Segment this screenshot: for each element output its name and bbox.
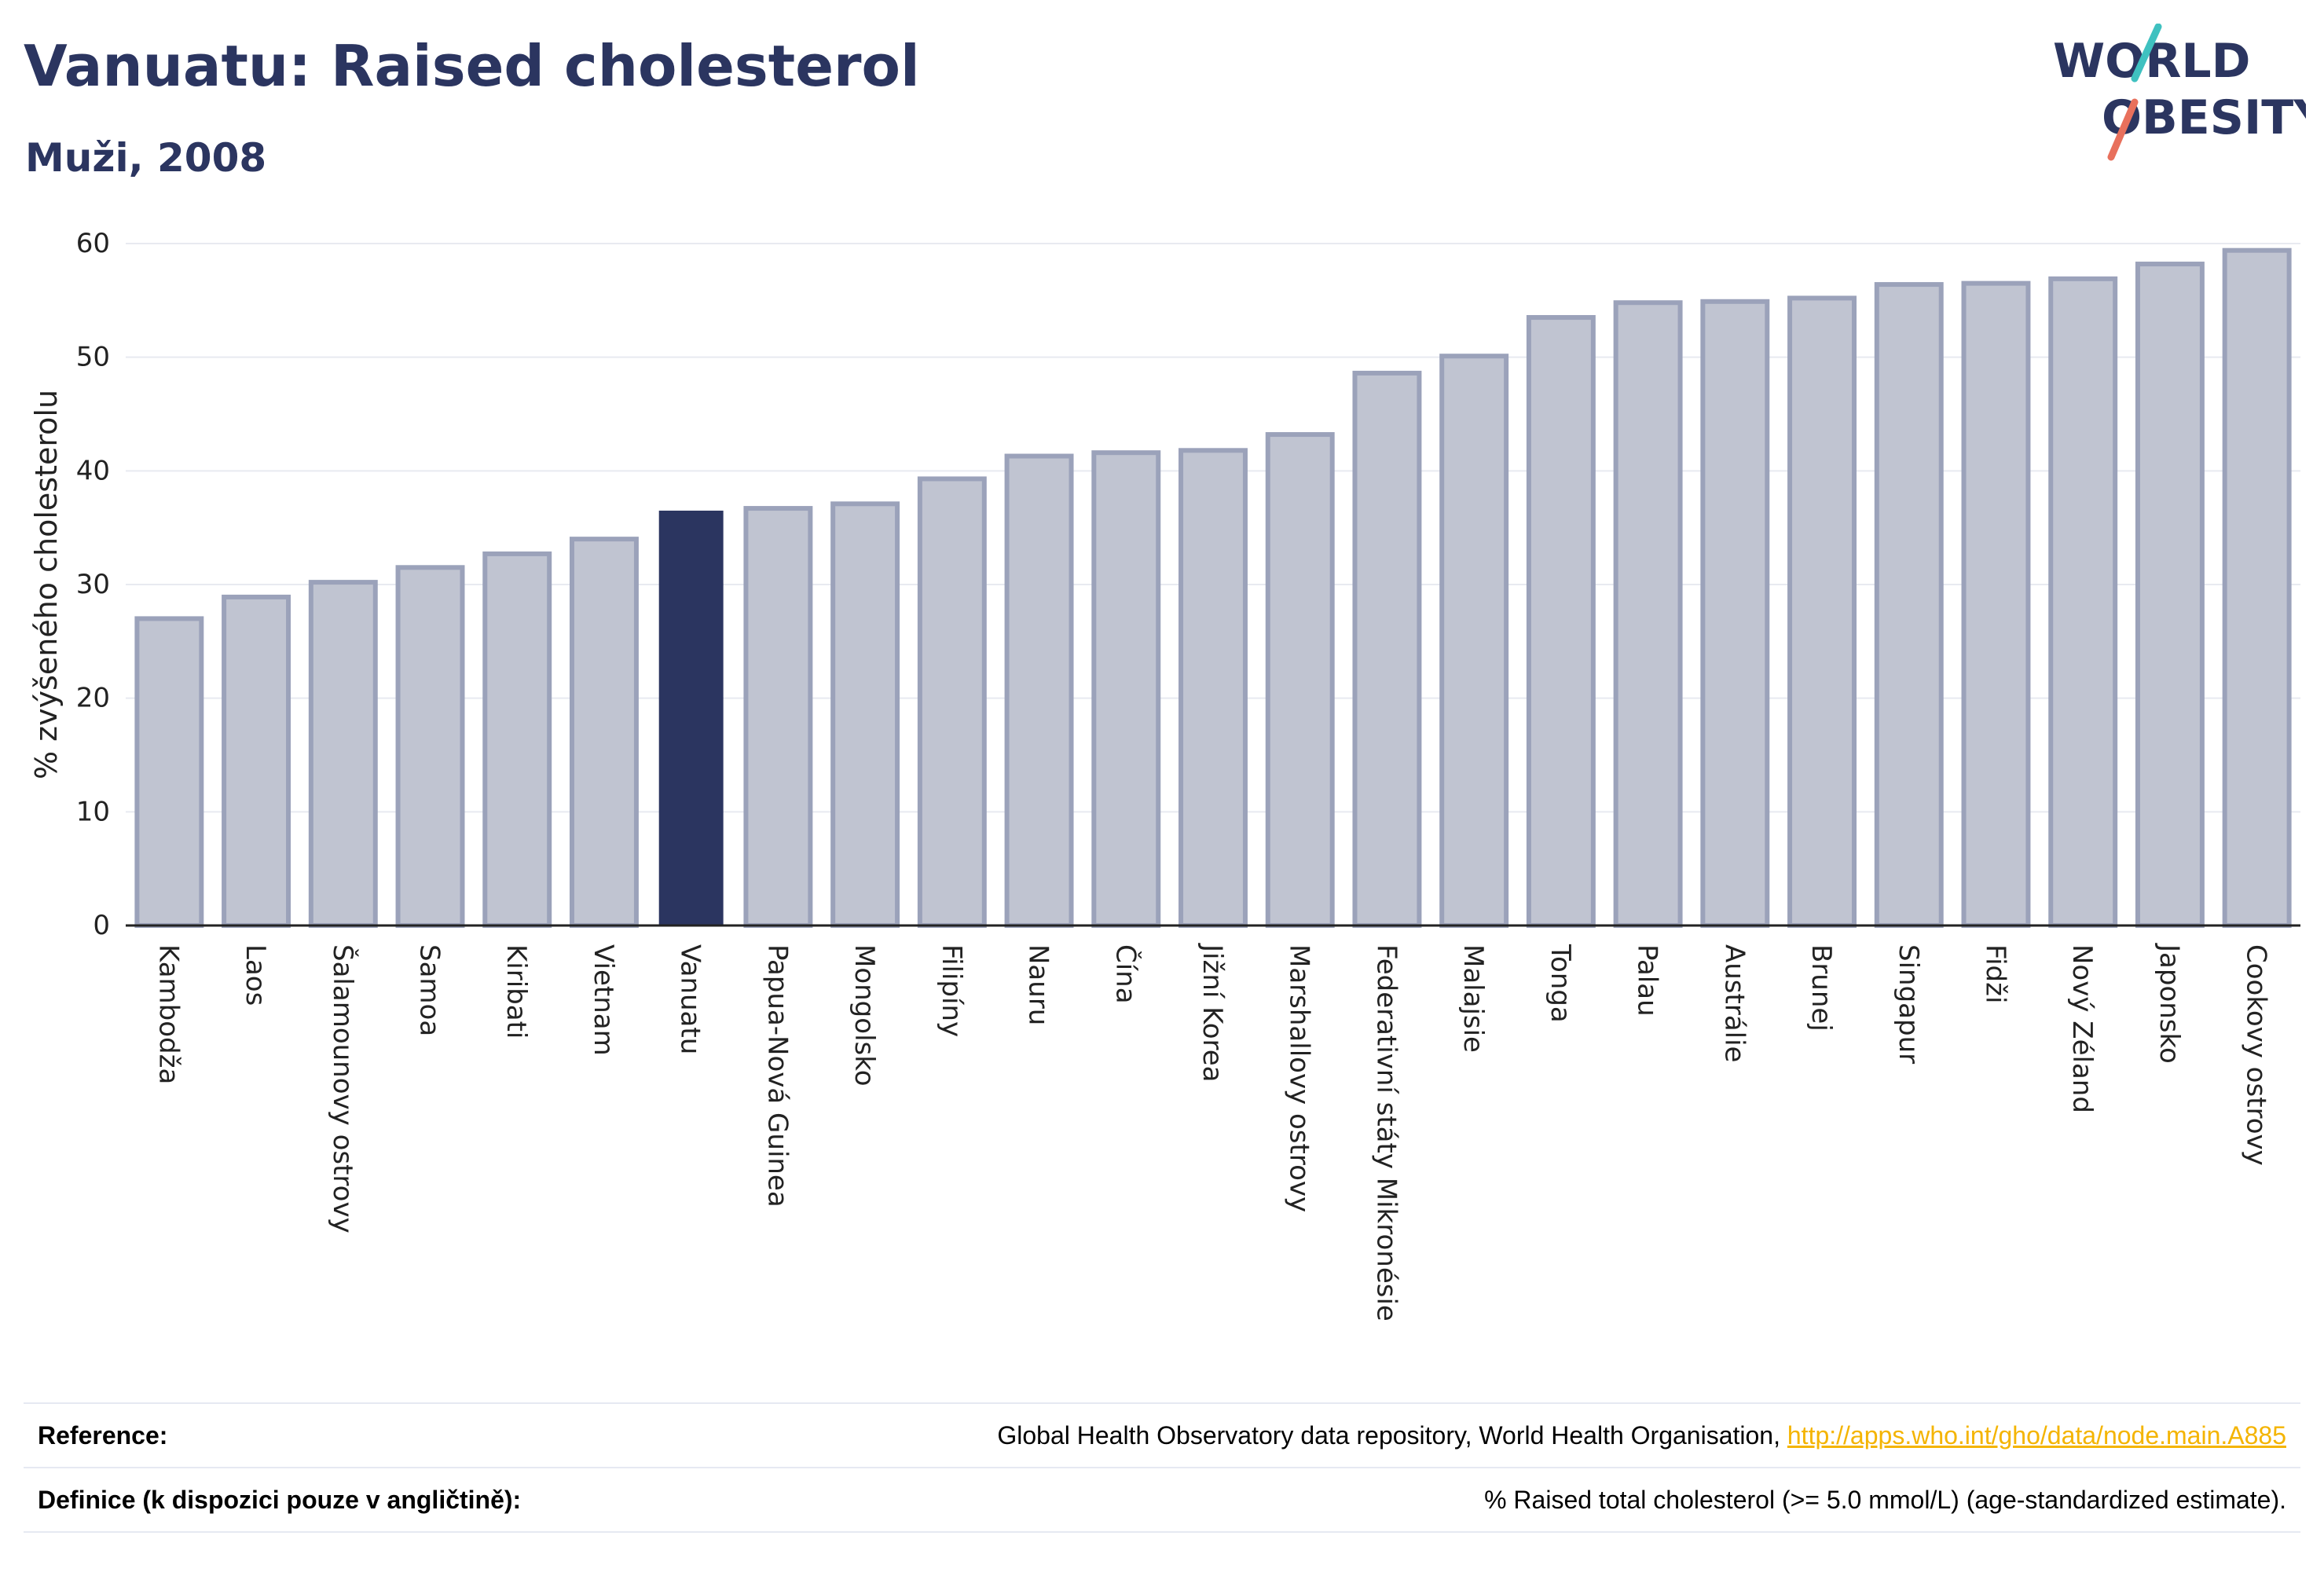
x-tick-label: Čína bbox=[1109, 944, 1142, 1004]
bar bbox=[1265, 432, 1335, 928]
x-tick-label: Šalamounovy ostrovy bbox=[327, 944, 359, 1233]
y-tick-label: 60 bbox=[76, 228, 110, 259]
x-tick-label: Samoa bbox=[414, 944, 445, 1036]
bar bbox=[1787, 295, 1857, 928]
chart-title: Vanuatu: Raised cholesterol bbox=[24, 33, 920, 99]
bar bbox=[743, 506, 813, 928]
bar bbox=[1178, 448, 1248, 928]
x-tick-label: Federativní státy Mikronésie bbox=[1370, 944, 1402, 1321]
y-tick-label: 0 bbox=[93, 910, 110, 941]
x-tick-label: Jižní Korea bbox=[1197, 943, 1228, 1083]
definition-row: Definice (k dispozici pouze v angličtině… bbox=[24, 1467, 2300, 1533]
bar bbox=[222, 594, 291, 928]
chart-subtitle: Muži, 2008 bbox=[25, 135, 267, 181]
reference-link[interactable]: http://apps.who.int/gho/data/node.main.A… bbox=[1787, 1420, 2286, 1450]
bar bbox=[1091, 450, 1161, 928]
x-tick-label: Malajsie bbox=[1457, 944, 1489, 1053]
bar bbox=[1700, 299, 1770, 928]
y-tick-label: 10 bbox=[76, 796, 110, 827]
reference-text: Global Health Observatory data repositor… bbox=[997, 1420, 1787, 1450]
bar bbox=[2048, 276, 2118, 928]
bar bbox=[482, 551, 552, 928]
bar bbox=[1613, 300, 1683, 928]
reference-value: Global Health Observatory data repositor… bbox=[997, 1421, 2300, 1450]
bar bbox=[830, 501, 900, 928]
x-tick-label: Cookovy ostrovy bbox=[2241, 944, 2272, 1166]
bar bbox=[1004, 453, 1074, 928]
x-tick-label: Fidži bbox=[1979, 944, 2011, 1003]
logo-slash-coral bbox=[2107, 98, 2139, 161]
world-obesity-logo: WORLD OBESITY bbox=[2053, 24, 2306, 161]
x-tick-label: Austrálie bbox=[1718, 944, 1750, 1062]
x-tick-label: Laos bbox=[240, 944, 271, 1006]
x-tick-label: Papua-Nová Guinea bbox=[761, 944, 793, 1208]
bar bbox=[658, 510, 724, 925]
bar-chart: 0 10 20 30 40 50 60 % zvýšeného cholesterolu Kam… bbox=[29, 228, 2300, 1321]
x-tick-label: Palau bbox=[1632, 944, 1663, 1017]
definition-label: Definice (k dispozici pouze v angličtině… bbox=[38, 1485, 522, 1514]
x-tick-label: Tonga bbox=[1545, 944, 1576, 1023]
bar bbox=[1961, 280, 2031, 928]
y-axis-label: % zvýšeného cholesterolu bbox=[29, 390, 64, 779]
y-tick-label: 30 bbox=[76, 569, 110, 600]
x-tick-label: Japonsko bbox=[2154, 943, 2185, 1064]
reference-row: Reference: Global Health Observatory dat… bbox=[24, 1402, 2300, 1467]
x-tick-label: Vanuatu bbox=[675, 944, 706, 1054]
x-tick-label: Vietnam bbox=[588, 944, 619, 1056]
x-tick-label: Nový Zéland bbox=[2066, 944, 2098, 1113]
y-tick-label: 50 bbox=[76, 342, 110, 373]
bar bbox=[2222, 247, 2292, 928]
x-tick-label: Kambodža bbox=[152, 944, 184, 1084]
x-tick-label: Mongolsko bbox=[849, 944, 880, 1087]
definition-text: % Raised total cholesterol (>= 5.0 mmol/… bbox=[1484, 1485, 2286, 1514]
x-tick-label: Filipíny bbox=[936, 944, 967, 1037]
x-tick-label: Kiribati bbox=[500, 944, 532, 1039]
bar bbox=[1352, 370, 1422, 929]
bar bbox=[917, 476, 987, 928]
bar bbox=[134, 616, 204, 929]
bar bbox=[1439, 354, 1509, 929]
bar bbox=[1874, 282, 1944, 928]
logo-slash-teal bbox=[2131, 24, 2162, 82]
bar bbox=[1526, 315, 1596, 928]
x-tick-label: Brunej bbox=[1805, 944, 1837, 1032]
bar bbox=[395, 565, 465, 928]
bar bbox=[2135, 262, 2205, 929]
x-tick-label: Nauru bbox=[1023, 944, 1054, 1025]
y-tick-label: 40 bbox=[76, 455, 110, 486]
bar bbox=[308, 580, 378, 929]
bar bbox=[569, 537, 639, 929]
x-tick-label: Singapur bbox=[1893, 944, 1924, 1064]
y-tick-label: 20 bbox=[76, 683, 110, 714]
x-tick-label: Marshallovy ostrovy bbox=[1284, 944, 1315, 1212]
reference-label: Reference: bbox=[38, 1420, 168, 1450]
